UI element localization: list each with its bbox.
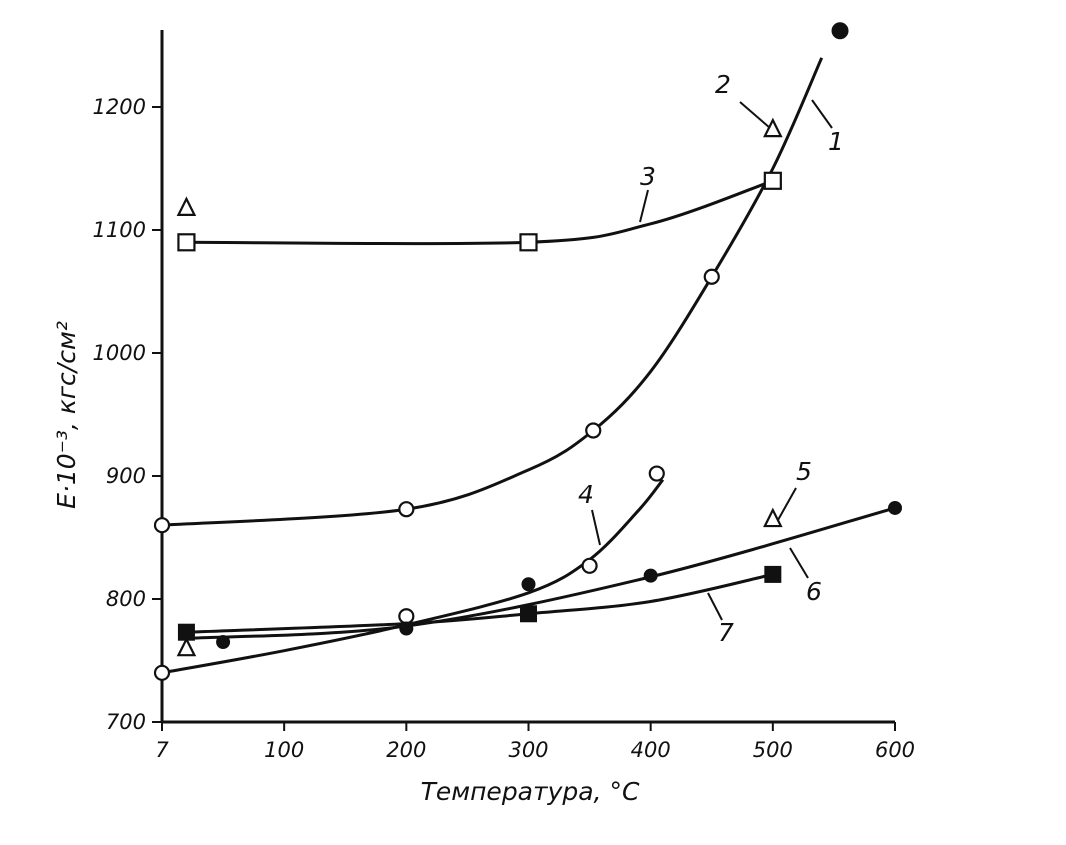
- series-1-line: [161, 57, 824, 527]
- x-tick-label: 100: [264, 738, 304, 762]
- y-tick-label: 700: [106, 710, 146, 734]
- x-tick-label: 7: [155, 738, 169, 762]
- series-2-point: [176, 196, 197, 216]
- curve-label-5: 5: [796, 457, 812, 486]
- series-5-point: [763, 507, 783, 528]
- curve-label-1: 1: [828, 127, 844, 156]
- series-1-point: [153, 517, 171, 534]
- series-6-point: [399, 621, 414, 636]
- y-ticks: 700 800 900 1000 1100 1200: [93, 95, 162, 734]
- x-axis-title: Температура, °С: [421, 777, 640, 806]
- curve-label-leader: [707, 592, 723, 621]
- curve-label-leader: [591, 509, 601, 546]
- series-3-point: [763, 171, 782, 190]
- series-7-point: [177, 623, 195, 641]
- curve-label-4: 4: [578, 480, 594, 509]
- series-4-line: [161, 478, 665, 675]
- series-3-line: [186, 179, 774, 246]
- y-tick-label: 1100: [93, 218, 146, 242]
- series-2-point: [763, 117, 783, 138]
- series-1-point: [703, 268, 720, 285]
- series-4-point: [648, 465, 665, 482]
- series-6-point: [888, 500, 902, 515]
- curve-label-leader: [811, 99, 833, 129]
- curve-label-leader: [777, 487, 797, 521]
- x-ticks: 7 100 200 300 400 500 600: [155, 722, 915, 762]
- y-tick-label: 1200: [93, 95, 146, 119]
- series-3-point: [519, 233, 538, 252]
- series-2-point: [176, 636, 197, 657]
- x-tick-label: 300: [508, 738, 548, 762]
- series-7-line: [186, 572, 774, 634]
- curve-label-leader: [739, 101, 771, 129]
- series-4-point: [398, 608, 415, 625]
- curve-label-6: 6: [806, 577, 822, 606]
- series-markers: [153, 22, 902, 681]
- series-6-line: [186, 506, 896, 640]
- series-6-point: [521, 577, 536, 592]
- series-6-point: [643, 568, 658, 583]
- y-tick-label: 800: [106, 587, 146, 611]
- y-axis-title: E·10⁻³, кгс/см²: [52, 321, 81, 509]
- x-tick-label: 500: [753, 738, 793, 762]
- x-tick-label: 400: [631, 738, 671, 762]
- curve-label-2: 2: [715, 70, 731, 99]
- series-4-point: [581, 557, 598, 574]
- series-4-point: [153, 664, 171, 681]
- series-6-point: [216, 635, 231, 650]
- y-tick-label: 1000: [93, 341, 146, 365]
- series-7-point: [520, 605, 537, 623]
- curve-labels: 1 2 3 4 5 6 7: [578, 70, 844, 647]
- curve-label-7: 7: [718, 618, 734, 647]
- y-tick-label: 900: [106, 464, 146, 488]
- curve-label-leader: [639, 189, 649, 223]
- x-tick-label: 600: [875, 738, 915, 762]
- x-tick-label: 200: [386, 738, 426, 762]
- series-7-point: [764, 565, 782, 583]
- series-1-point: [398, 501, 415, 518]
- series-3-point: [177, 233, 196, 252]
- curve-label-3: 3: [640, 162, 656, 191]
- curve-label-leader: [789, 547, 809, 579]
- series-1-point: [585, 422, 602, 439]
- series-1-point: [831, 22, 849, 40]
